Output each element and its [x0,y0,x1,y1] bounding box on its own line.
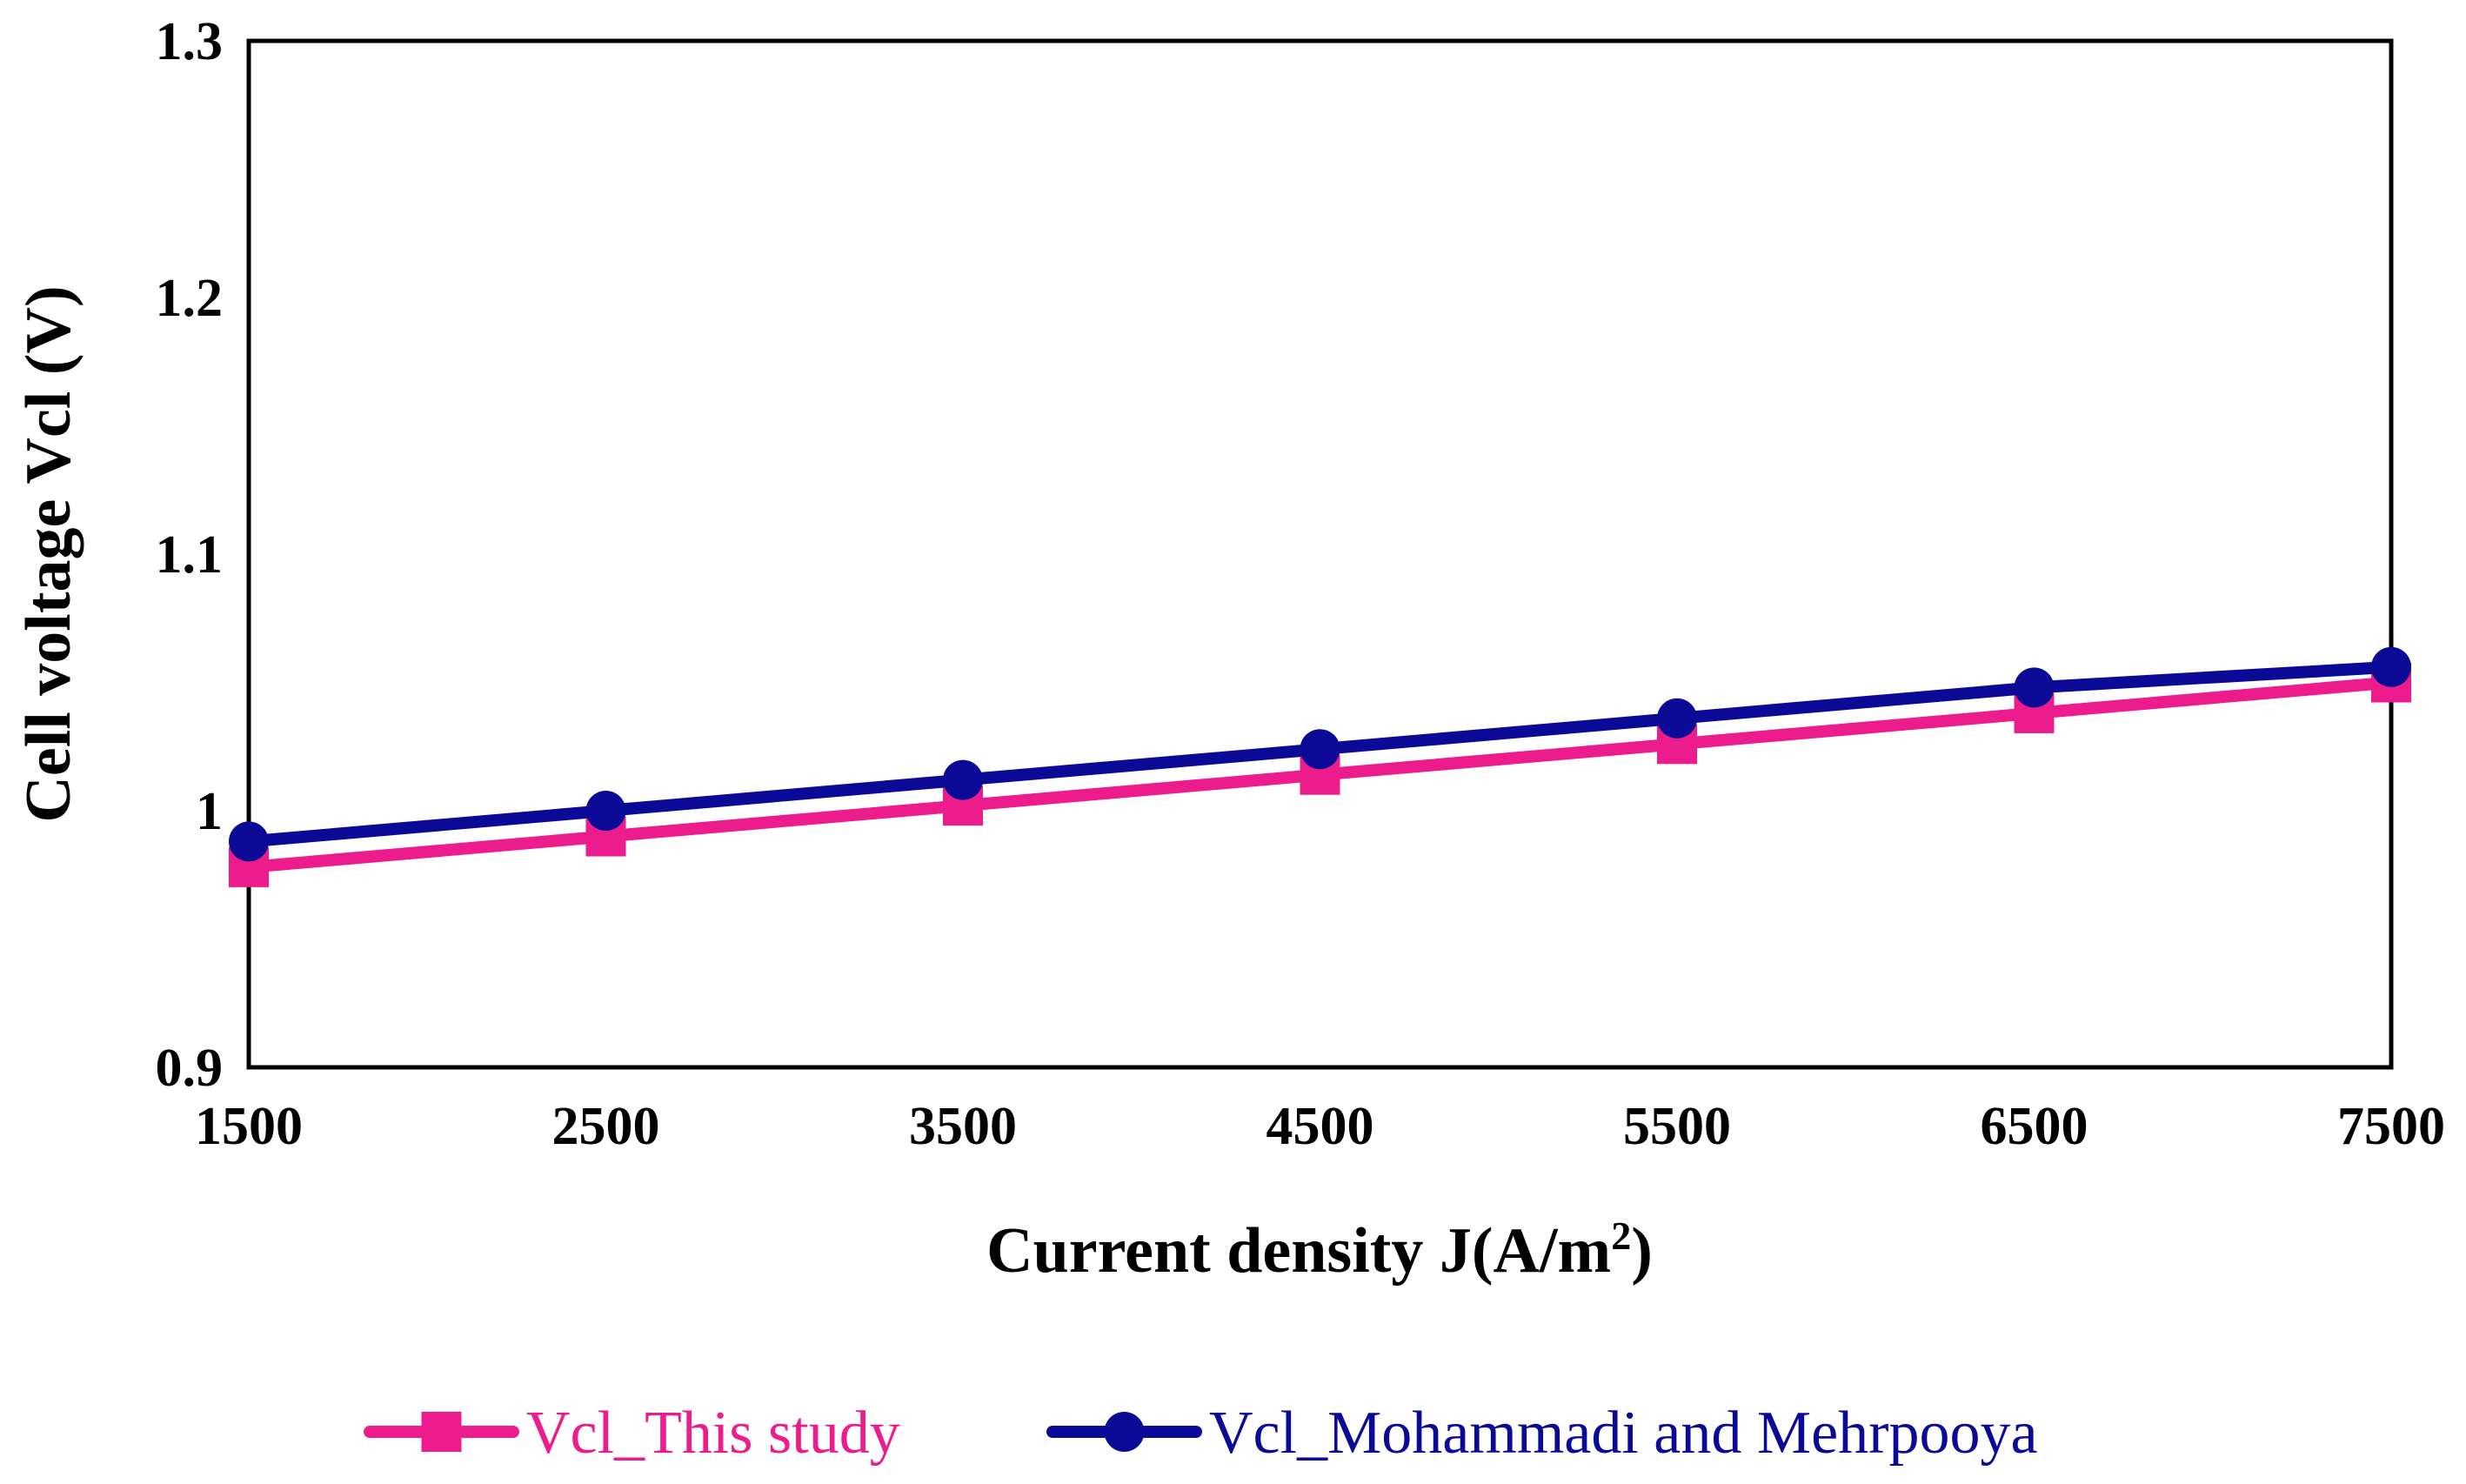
legend-marker-circle [1104,1412,1145,1452]
y-tick-label: 1.3 [156,12,224,71]
x-axis-tick-labels: 1500 2500 3500 4500 5500 6500 7500 [195,1097,2445,1156]
data-point-circle [2014,667,2055,708]
x-tick-label: 1500 [195,1097,303,1156]
y-axis-tick-labels: 0.9 1 1.1 1.2 1.3 [156,12,224,1098]
x-tick-label: 6500 [1981,1097,2088,1156]
y-tick-label: 1.2 [156,269,224,328]
series-layer [229,646,2411,887]
y-tick-label: 0.9 [156,1039,224,1098]
x-tick-label: 3500 [909,1097,1017,1156]
y-axis-title: Cell voltage Vcl (V) [13,285,84,822]
data-point-circle [1657,698,1697,739]
plot-area [246,38,2394,1070]
data-point-circle [585,791,626,831]
x-axis-title-suffix: ) [1631,1215,1653,1287]
x-axis-title-superscript: 2 [1611,1213,1631,1258]
x-tick-label: 7500 [2337,1097,2445,1156]
data-point-circle [943,759,983,800]
x-tick-label: 5500 [1623,1097,1731,1156]
x-axis-title-main: Current density J(A/m [986,1215,1611,1287]
x-axis-title: Current density J(A/m2) [986,1213,1653,1287]
data-point-circle [1300,729,1340,770]
x-tick-label: 4500 [1266,1097,1374,1156]
data-point-circle [2371,646,2411,687]
data-point-circle [229,821,269,862]
x-tick-label: 2500 [552,1097,660,1156]
y-tick-label: 1.1 [156,525,224,585]
legend-label-mohammadi-mehrpooya: Vcl_Mohammadi and Mehrpooya [1209,1400,2038,1467]
legend-label-this-study: Vcl_This study [526,1400,900,1467]
legend: Vcl_This study Vcl_Mohammadi and Mehrpooy… [364,1400,2038,1467]
y-tick-label: 1 [196,782,223,841]
legend-marker-square [421,1412,462,1452]
